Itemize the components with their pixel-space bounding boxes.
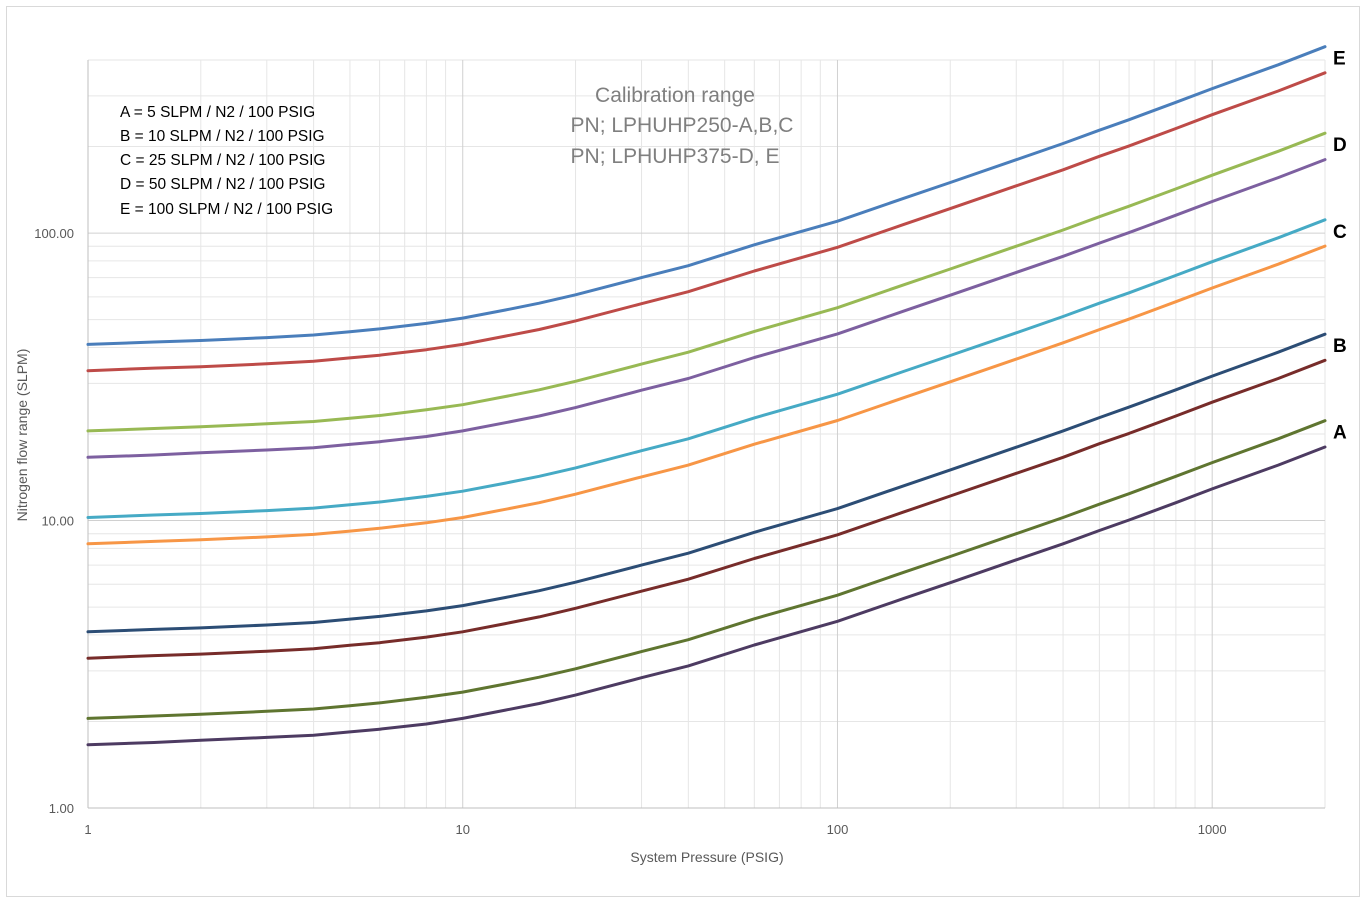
end-label-c: C — [1333, 222, 1347, 243]
series-line-3 — [86, 158, 1327, 459]
end-labels: E D C B A — [1333, 49, 1347, 444]
series-line-2 — [86, 131, 1327, 433]
series-line-9 — [86, 445, 1327, 747]
series-line-7 — [86, 358, 1327, 660]
legend-line-e: E = 100 SLPM / N2 / 100 PSIG — [120, 201, 333, 218]
legend-line-c: C = 25 SLPM / N2 / 100 PSIG — [120, 152, 325, 169]
calibration-annotation: Calibration range PN; LPHUHP250-A,B,C PN… — [571, 84, 794, 168]
end-label-d: D — [1333, 135, 1347, 156]
annotation-line-1: Calibration range — [595, 84, 755, 107]
end-label-a: A — [1333, 423, 1347, 444]
end-label-b: B — [1333, 336, 1347, 357]
series-line-5 — [86, 244, 1327, 546]
y-tick-label: 10.00 — [41, 514, 74, 529]
x-tick-label: 10 — [455, 822, 469, 837]
annotation-line-3: PN; LPHUHP375-D, E — [571, 145, 780, 168]
x-tick-label: 1 — [84, 822, 91, 837]
x-tick-label: 1000 — [1198, 822, 1227, 837]
legend: A = 5 SLPM / N2 / 100 PSIG B = 10 SLPM /… — [120, 104, 333, 218]
series-line-0 — [86, 45, 1327, 346]
y-axis-title: Nitrogen flow range (SLPM) — [14, 349, 30, 522]
series-line-8 — [86, 419, 1327, 720]
y-tick-label: 100.00 — [34, 226, 74, 241]
x-axis-title: System Pressure (PSIG) — [630, 849, 783, 865]
legend-line-d: D = 50 SLPM / N2 / 100 PSIG — [120, 176, 325, 193]
series-line-4 — [86, 218, 1327, 519]
legend-line-b: B = 10 SLPM / N2 / 100 PSIG — [120, 128, 325, 145]
end-label-e: E — [1333, 49, 1346, 70]
tick-labels: 1 10 100 1000 1.00 10.00 100.00 — [34, 226, 1226, 837]
legend-line-a: A = 5 SLPM / N2 / 100 PSIG — [120, 104, 315, 121]
x-tick-label: 100 — [827, 822, 849, 837]
series-line-6 — [86, 332, 1327, 634]
series-line-1 — [86, 71, 1327, 373]
annotation-line-2: PN; LPHUHP250-A,B,C — [571, 114, 794, 137]
y-tick-label: 1.00 — [49, 801, 74, 816]
series-layer — [86, 45, 1327, 747]
axes — [87, 60, 1325, 809]
